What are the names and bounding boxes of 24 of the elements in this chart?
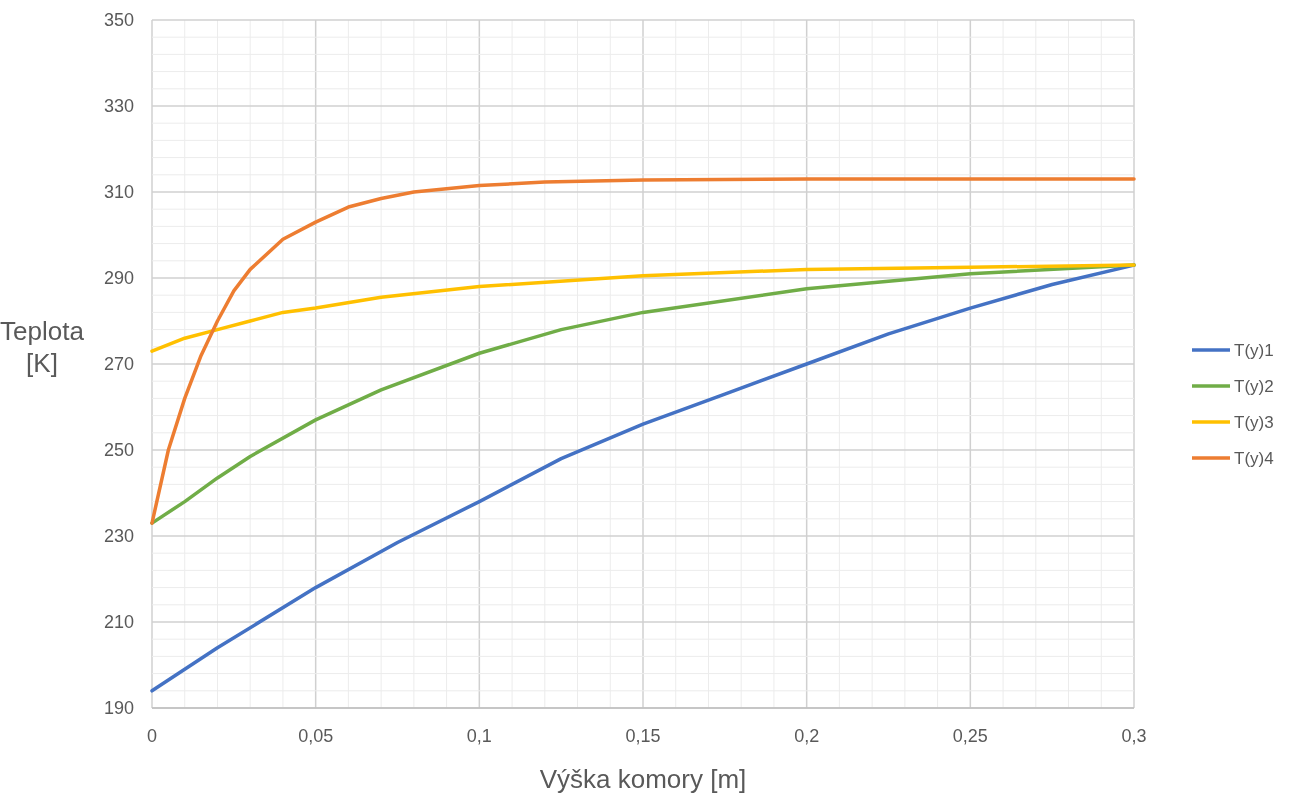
x-tick-label: 0,15 bbox=[625, 726, 661, 746]
legend-label: T(y)1 bbox=[1234, 341, 1274, 360]
y-axis-title: Teplota [K] bbox=[0, 316, 85, 378]
legend-label: T(y)2 bbox=[1234, 377, 1274, 396]
y-tick-label: 210 bbox=[103, 612, 134, 632]
x-tick-label: 0,2 bbox=[794, 726, 820, 746]
y-tick-label: 310 bbox=[103, 182, 134, 202]
y-tick-label: 350 bbox=[103, 10, 134, 30]
legend-label: T(y)3 bbox=[1234, 413, 1274, 432]
y-tick-label: 190 bbox=[103, 698, 134, 718]
x-tick-label: 0,3 bbox=[1121, 726, 1147, 746]
x-axis-title: Výška komory [m] bbox=[539, 764, 747, 794]
line-series bbox=[150, 177, 1136, 525]
x-tick-label: 0,1 bbox=[466, 726, 492, 746]
legend-label: T(y)4 bbox=[1234, 449, 1274, 468]
y-tick-label: 270 bbox=[103, 354, 134, 374]
y-tick-label: 250 bbox=[103, 440, 134, 460]
y-tick-label: 330 bbox=[103, 96, 134, 116]
x-tick-label: 0,05 bbox=[298, 726, 334, 746]
y-tick-label: 290 bbox=[103, 268, 134, 288]
line-series bbox=[150, 263, 1136, 353]
y-tick-label: 230 bbox=[103, 526, 134, 546]
x-tick-label: 0 bbox=[146, 726, 158, 746]
x-tick-label: 0,25 bbox=[952, 726, 988, 746]
